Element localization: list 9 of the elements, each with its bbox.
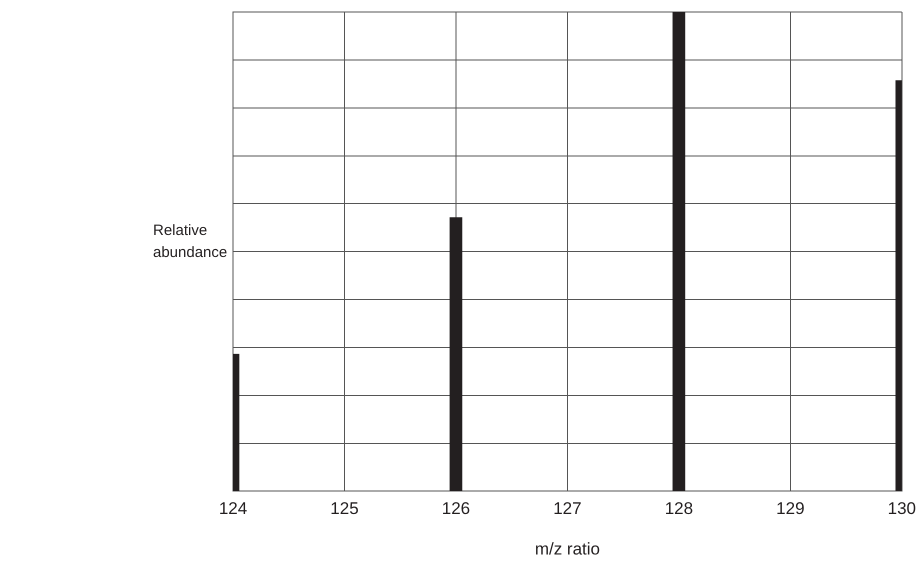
x-tick-label: 126 [442, 499, 470, 518]
y-axis-title: Relative abundance [153, 221, 228, 263]
x-axis-title: m/z ratio [534, 539, 600, 558]
x-tick-label: 124 [218, 499, 248, 518]
x-tick-label: 130 [888, 499, 916, 518]
x-tick-label: 129 [776, 499, 805, 518]
x-tick-label: 128 [664, 499, 694, 518]
x-tick-label: 125 [330, 499, 359, 518]
x-tick-label: 127 [553, 499, 582, 518]
